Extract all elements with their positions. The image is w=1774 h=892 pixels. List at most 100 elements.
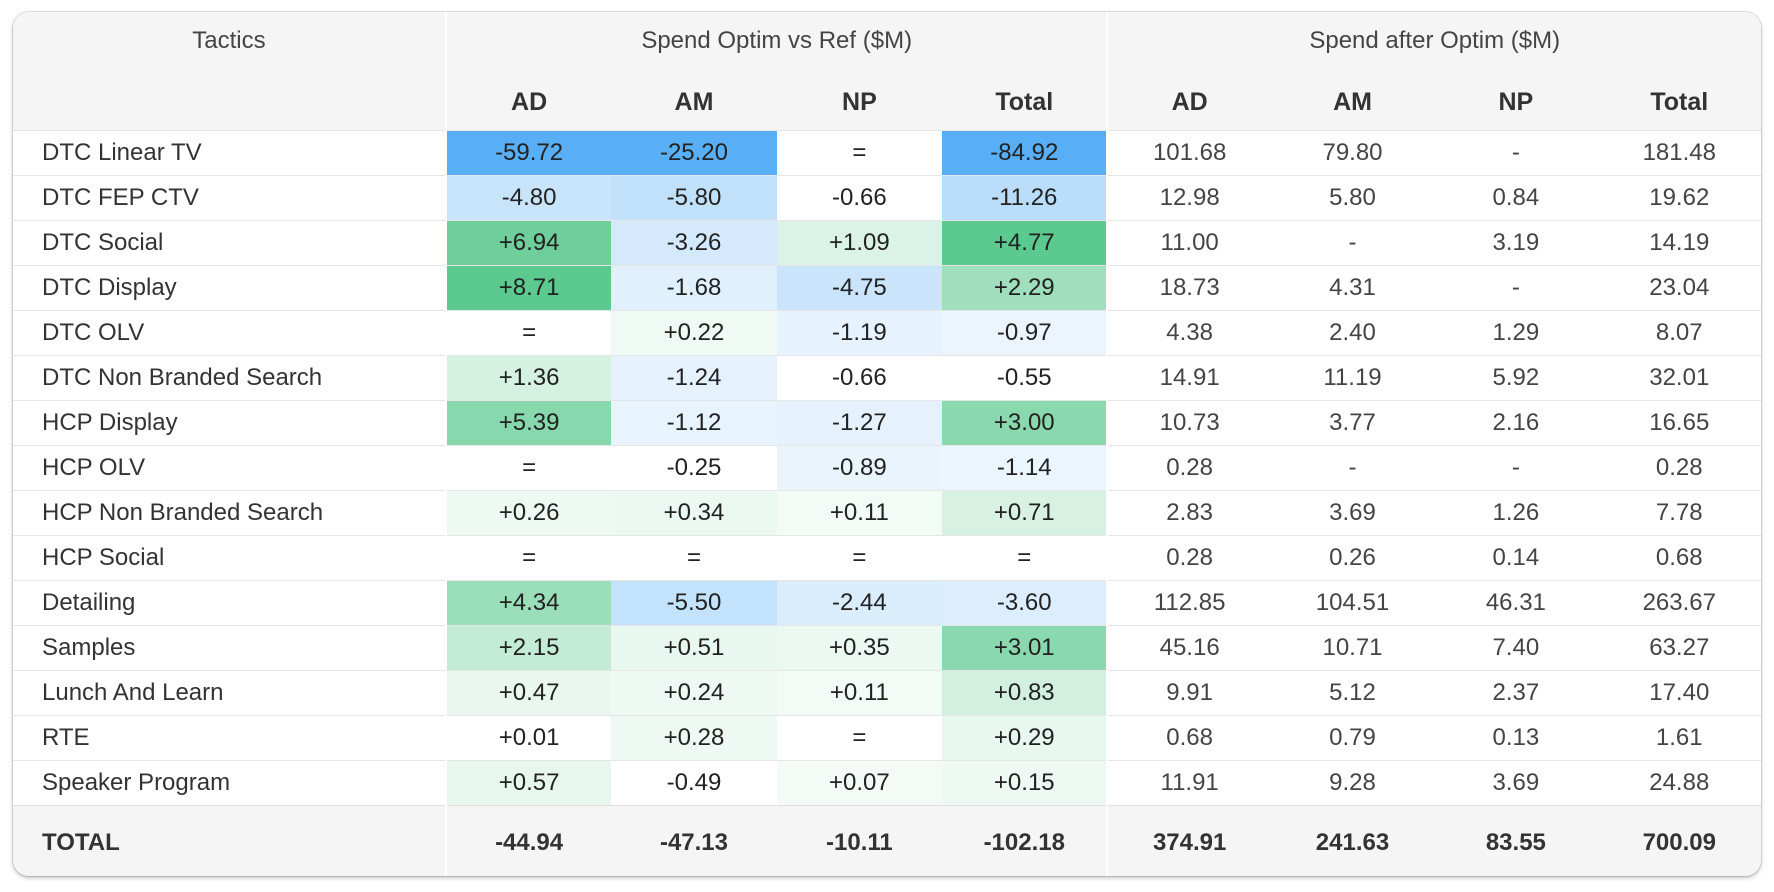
after-total-cell: 14.19 [1597, 220, 1761, 266]
spend-optim-vs-ref-header[interactable]: Spend Optim vs Ref ($M) [444, 12, 1108, 70]
after-am-cell: 2.40 [1270, 310, 1435, 356]
table-row: Speaker Program +0.57 -0.49 +0.07 +0.15 11.91… [13, 760, 1761, 806]
after-total-cell: 7.78 [1597, 490, 1761, 536]
optim-total-cell: = [942, 535, 1108, 581]
optim-am-cell: -5.80 [611, 175, 777, 221]
optim-np-cell: +0.11 [776, 490, 943, 536]
optim-am-cell: -1.24 [611, 355, 777, 401]
total-optim-am: -47.13 [611, 805, 777, 876]
optim-am-cell: +0.22 [611, 310, 777, 356]
after-ad-header[interactable]: AD [1106, 70, 1271, 131]
optim-am-cell: +0.51 [611, 625, 777, 671]
after-total-cell: 1.61 [1597, 715, 1761, 761]
total-optim-total: -102.18 [942, 805, 1108, 876]
optim-np-cell: +0.11 [776, 670, 943, 716]
optim-ad-cell: +2.15 [444, 625, 612, 671]
table-row: DTC Display +8.71 -1.68 -4.75 +2.29 18.73 4.31… [13, 265, 1761, 311]
tactic-name: DTC Social [13, 220, 446, 266]
optim-ad-cell: -4.80 [444, 175, 612, 221]
spend-optimization-table-card: Tactics Spend Optim vs Ref ($M) Spend af… [13, 12, 1761, 876]
optim-np-cell: -0.89 [776, 445, 943, 491]
after-ad-cell: 45.16 [1106, 625, 1271, 671]
group-header-row: Tactics Spend Optim vs Ref ($M) Spend af… [13, 12, 1761, 70]
optim-ad-cell: +0.26 [444, 490, 612, 536]
total-after-total: 700.09 [1597, 805, 1761, 876]
optim-total-cell: -0.97 [942, 310, 1108, 356]
optim-total-cell: +0.29 [942, 715, 1108, 761]
optim-am-cell: +0.28 [611, 715, 777, 761]
optim-np-header[interactable]: NP [776, 70, 943, 131]
optim-total-cell: +0.83 [942, 670, 1108, 716]
after-np-cell: 5.92 [1434, 355, 1598, 401]
tactic-name: Detailing [13, 580, 446, 626]
after-am-cell: 79.80 [1270, 130, 1435, 176]
tactics-header[interactable]: Tactics [13, 12, 446, 70]
optim-ad-cell: = [444, 535, 612, 581]
after-am-cell: 9.28 [1270, 760, 1435, 806]
optim-np-cell: +0.35 [776, 625, 943, 671]
optim-np-cell: -2.44 [776, 580, 943, 626]
after-am-cell: 5.12 [1270, 670, 1435, 716]
optim-ad-cell: +4.34 [444, 580, 612, 626]
optim-total-cell: +3.00 [942, 400, 1108, 446]
after-ad-cell: 9.91 [1106, 670, 1271, 716]
table-row: Detailing +4.34 -5.50 -2.44 -3.60 112.85 104.5… [13, 580, 1761, 626]
after-total-cell: 0.28 [1597, 445, 1761, 491]
optim-am-cell: +0.24 [611, 670, 777, 716]
tactic-name: DTC Non Branded Search [13, 355, 446, 401]
optim-am-cell: +0.34 [611, 490, 777, 536]
table-row: DTC FEP CTV -4.80 -5.80 -0.66 -11.26 12.98 5.8… [13, 175, 1761, 221]
optim-am-cell: -1.68 [611, 265, 777, 311]
after-total-cell: 32.01 [1597, 355, 1761, 401]
after-ad-cell: 0.28 [1106, 445, 1271, 491]
after-total-cell: 24.88 [1597, 760, 1761, 806]
after-am-header[interactable]: AM [1270, 70, 1435, 131]
optim-ad-cell: +0.01 [444, 715, 612, 761]
after-ad-cell: 4.38 [1106, 310, 1271, 356]
optim-ad-header[interactable]: AD [444, 70, 612, 131]
after-total-cell: 0.68 [1597, 535, 1761, 581]
optim-ad-cell: +8.71 [444, 265, 612, 311]
optim-total-cell: -84.92 [942, 130, 1108, 176]
table-row: HCP Display +5.39 -1.12 -1.27 +3.00 10.73 3.77… [13, 400, 1761, 446]
optim-am-header[interactable]: AM [611, 70, 777, 131]
optim-total-header[interactable]: Total [942, 70, 1108, 131]
after-am-cell: 0.26 [1270, 535, 1435, 581]
optim-total-cell: -1.14 [942, 445, 1108, 491]
tactic-name: Speaker Program [13, 760, 446, 806]
optim-ad-cell: +0.47 [444, 670, 612, 716]
spend-optimization-table: Tactics Spend Optim vs Ref ($M) Spend af… [13, 12, 1761, 876]
optim-total-cell: +4.77 [942, 220, 1108, 266]
optim-total-cell: +0.15 [942, 760, 1108, 806]
total-after-ad: 374.91 [1106, 805, 1271, 876]
table-row: DTC Linear TV -59.72 -25.20 = -84.92 101.68 79… [13, 130, 1761, 176]
after-total-header[interactable]: Total [1597, 70, 1761, 131]
optim-total-cell: -0.55 [942, 355, 1108, 401]
after-ad-cell: 112.85 [1106, 580, 1271, 626]
table-row: Samples +2.15 +0.51 +0.35 +3.01 45.16 10.71 7.4… [13, 625, 1761, 671]
tactic-name: Samples [13, 625, 446, 671]
after-np-cell: 2.16 [1434, 400, 1598, 446]
after-total-cell: 63.27 [1597, 625, 1761, 671]
tactic-name: HCP Display [13, 400, 446, 446]
total-row: TOTAL -44.94 -47.13 -10.11 -102.18 374.9… [13, 805, 1761, 876]
optim-am-cell: = [611, 535, 777, 581]
optim-total-cell: +0.71 [942, 490, 1108, 536]
after-ad-cell: 14.91 [1106, 355, 1271, 401]
optim-am-cell: -25.20 [611, 130, 777, 176]
optim-total-cell: -3.60 [942, 580, 1108, 626]
optim-np-cell: -0.66 [776, 175, 943, 221]
table-row: DTC Social +6.94 -3.26 +1.09 +4.77 11.00-3.19… [13, 220, 1761, 266]
after-np-header[interactable]: NP [1434, 70, 1598, 131]
tactic-name: RTE [13, 715, 446, 761]
optim-np-cell: -1.27 [776, 400, 943, 446]
total-after-np: 83.55 [1434, 805, 1598, 876]
after-ad-cell: 0.28 [1106, 535, 1271, 581]
after-np-cell: - [1434, 265, 1598, 311]
after-np-cell: 0.84 [1434, 175, 1598, 221]
table-row: HCP OLV = -0.25 -0.89 -1.14 0.28- -0.28 [13, 445, 1761, 491]
optim-ad-cell: +6.94 [444, 220, 612, 266]
spend-after-optim-header[interactable]: Spend after Optim ($M) [1106, 12, 1761, 70]
optim-am-cell: -5.50 [611, 580, 777, 626]
after-am-cell: - [1270, 445, 1435, 491]
